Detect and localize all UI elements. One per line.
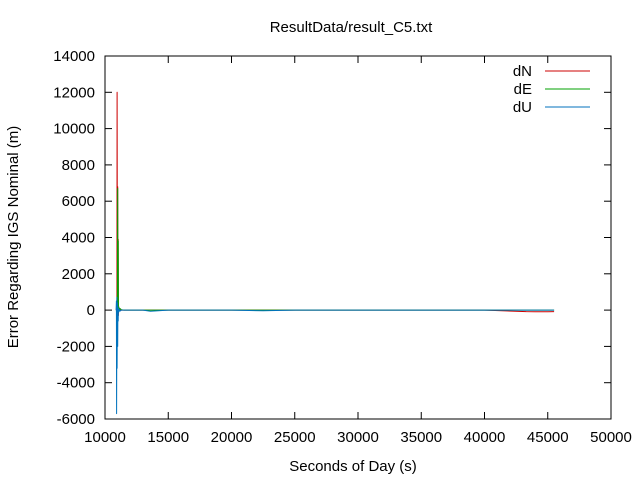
y-tick-label: 12000 bbox=[53, 84, 95, 101]
y-tick-label: -6000 bbox=[57, 411, 95, 428]
axis-ticks: 10000 15000 20000 25000 30000 35000 40000 45000… bbox=[53, 48, 632, 446]
legend-label-dN: dN bbox=[513, 63, 532, 80]
x-tick-label: 35000 bbox=[400, 429, 442, 446]
series-line-dN bbox=[115, 91, 555, 333]
y-tick-label: 6000 bbox=[62, 193, 95, 210]
plot-frame bbox=[104, 55, 612, 420]
y-axis-title: Error Regarding IGS Nominal (m) bbox=[5, 126, 22, 349]
x-tick-label: 15000 bbox=[147, 429, 189, 446]
y-tick-label: -2000 bbox=[57, 338, 95, 355]
y-tick-label: -4000 bbox=[57, 375, 95, 392]
x-tick-label: 20000 bbox=[211, 429, 253, 446]
legend-label-dU: dU bbox=[513, 99, 532, 116]
series-lines bbox=[115, 91, 555, 415]
x-tick-label: 40000 bbox=[464, 429, 506, 446]
series-line-dE bbox=[115, 188, 555, 338]
x-tick-label: 25000 bbox=[274, 429, 316, 446]
y-tick-label: 2000 bbox=[62, 266, 95, 283]
chart-title: ResultData/result_C5.txt bbox=[270, 19, 433, 36]
legend-label-dE: dE bbox=[514, 81, 532, 98]
x-tick-label: 30000 bbox=[337, 429, 379, 446]
y-tick-label: 0 bbox=[87, 302, 95, 319]
series-line-dU bbox=[115, 296, 555, 415]
y-tick-label: 4000 bbox=[62, 230, 95, 247]
x-tick-label: 50000 bbox=[590, 429, 632, 446]
y-tick-label: 14000 bbox=[53, 48, 95, 65]
x-tick-label: 45000 bbox=[527, 429, 569, 446]
y-tick-label: 10000 bbox=[53, 121, 95, 138]
x-tick-label: 10000 bbox=[84, 429, 126, 446]
x-axis-title: Seconds of Day (s) bbox=[289, 458, 417, 475]
y-tick-label: 8000 bbox=[62, 157, 95, 174]
